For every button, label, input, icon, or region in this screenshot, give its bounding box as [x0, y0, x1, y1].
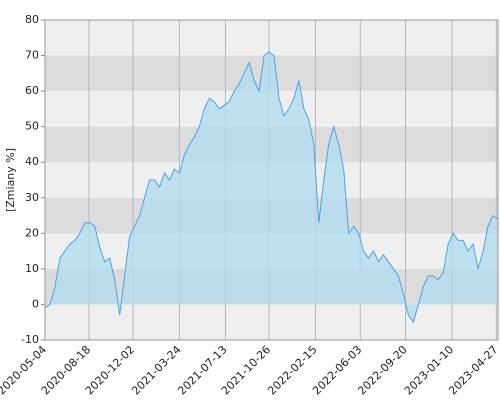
area-fill	[45, 52, 498, 323]
y-tick-label: 0	[32, 297, 39, 310]
line	[44, 51, 499, 324]
y-tick-label: 60	[25, 84, 39, 97]
y-tick-label: 70	[25, 49, 39, 62]
y-tick-label: 20	[25, 226, 39, 239]
band	[45, 20, 498, 56]
y-tick-label: 40	[25, 155, 39, 168]
y-axis-label: [Zmiany %]	[4, 148, 17, 212]
band	[45, 304, 498, 340]
y-tick-label: -10	[21, 333, 39, 346]
y-tick-label: 50	[25, 120, 39, 133]
y-tick-label: 80	[25, 13, 39, 26]
y-tick-label: 30	[25, 191, 39, 204]
plot-border	[44, 19, 499, 341]
y-tick-label: 10	[25, 262, 39, 275]
